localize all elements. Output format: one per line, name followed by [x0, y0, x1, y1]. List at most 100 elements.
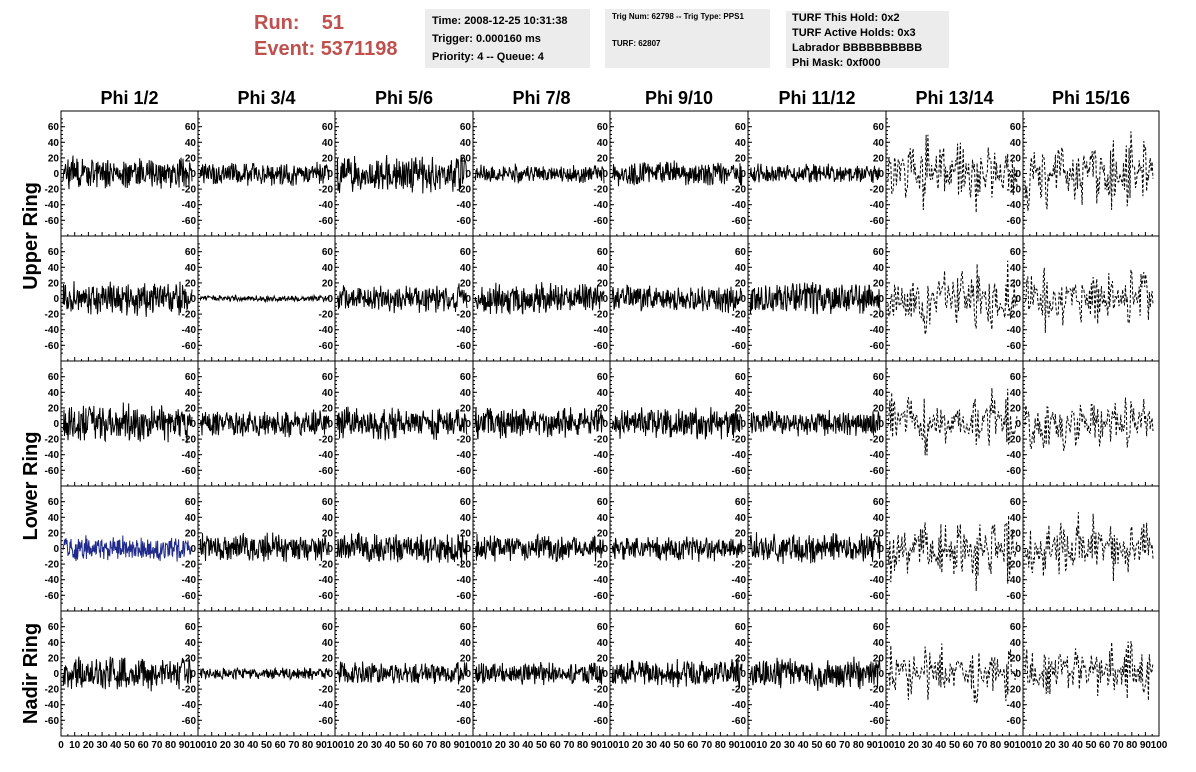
event-label: Event: — [254, 38, 316, 60]
y-tick-label: -40 — [182, 325, 197, 336]
y-tick-label: 0 — [878, 544, 884, 555]
x-tick-label: 0 — [58, 740, 64, 751]
y-tick-label: -60 — [732, 341, 747, 352]
y-tick-label: -40 — [45, 700, 60, 711]
y-tick-label: 60 — [185, 247, 197, 258]
y-tick-label: 20 — [322, 278, 334, 289]
y-tick-label: 60 — [873, 247, 885, 258]
x-tick-label: 90 — [591, 740, 603, 751]
y-tick-label: -20 — [457, 685, 472, 696]
waveform-trace — [62, 281, 193, 317]
y-tick-label: 40 — [460, 263, 472, 274]
y-tick-label: 0 — [740, 669, 746, 680]
y-tick-label: -40 — [870, 450, 885, 461]
x-tick-label: 50 — [949, 740, 961, 751]
y-tick-label: 40 — [735, 263, 747, 274]
y-tick-label: 40 — [185, 263, 197, 274]
y-tick-label: -60 — [594, 466, 609, 477]
column-header-6: Phi 11/12 — [778, 88, 855, 108]
y-tick-label: 40 — [322, 513, 334, 524]
y-tick-label: 0 — [602, 419, 608, 430]
y-tick-label: 40 — [597, 388, 609, 399]
waveform-trace — [474, 163, 605, 184]
y-tick-label: 40 — [597, 638, 609, 649]
y-tick-label: 60 — [1010, 122, 1022, 133]
waveform-trace — [887, 515, 1018, 592]
y-tick-label: -20 — [594, 685, 609, 696]
y-tick-label: 40 — [735, 388, 747, 399]
y-tick-label: -20 — [732, 560, 747, 571]
y-tick-label: -60 — [457, 591, 472, 602]
event-value: 5371198 — [320, 38, 398, 60]
y-tick-label: 60 — [597, 372, 609, 383]
x-tick-label: 100 — [465, 740, 482, 751]
waveform-trace — [62, 155, 193, 190]
x-tick-label: 20 — [1045, 740, 1057, 751]
y-tick-label: -20 — [319, 685, 334, 696]
y-tick-label: -20 — [182, 560, 197, 571]
y-tick-label: 40 — [322, 263, 334, 274]
y-tick-label: 0 — [1015, 419, 1021, 430]
y-tick-label: -40 — [457, 200, 472, 211]
x-tick-label: 40 — [798, 740, 810, 751]
y-tick-label: 40 — [735, 513, 747, 524]
y-tick-label: -40 — [319, 450, 334, 461]
y-tick-label: -20 — [182, 185, 197, 196]
x-tick-label: 10 — [894, 740, 906, 751]
y-tick-label: -60 — [182, 466, 197, 477]
y-tick-label: 60 — [735, 247, 747, 258]
x-tick-label: 70 — [976, 740, 988, 751]
y-tick-label: 0 — [740, 544, 746, 555]
y-tick-label: -20 — [45, 435, 60, 446]
y-tick-label: 20 — [460, 653, 472, 664]
y-tick-label: 60 — [597, 122, 609, 133]
y-tick-label: -20 — [1007, 310, 1022, 321]
y-tick-label: 60 — [185, 122, 197, 133]
x-tick-label: 70 — [563, 740, 575, 751]
waveform-trace — [474, 282, 605, 315]
x-tick-label: 20 — [357, 740, 369, 751]
y-tick-label: 20 — [460, 153, 472, 164]
y-tick-label: 60 — [460, 622, 472, 633]
y-tick-label: 0 — [465, 669, 471, 680]
y-tick-label: 20 — [735, 153, 747, 164]
x-tick-label: 50 — [261, 740, 273, 751]
labrador-text: Labrador BBBBBBBBBB — [792, 42, 923, 54]
x-tick-label: 100 — [1015, 740, 1032, 751]
x-tick-label: 80 — [302, 740, 314, 751]
y-tick-label: 20 — [597, 153, 609, 164]
y-tick-label: 60 — [185, 372, 197, 383]
y-tick-label: 0 — [327, 669, 333, 680]
y-tick-label: -20 — [732, 435, 747, 446]
waveform-trace — [474, 532, 605, 563]
y-tick-label: -40 — [1007, 450, 1022, 461]
trig-num-text: Trig Num: 62798 -- Trig Type: PPS1 — [612, 12, 744, 21]
x-tick-label: 50 — [398, 740, 410, 751]
y-tick-label: -60 — [1007, 341, 1022, 352]
y-tick-label: -20 — [594, 435, 609, 446]
y-tick-label: -60 — [594, 341, 609, 352]
waveform-trace — [62, 535, 193, 562]
waveform-trace — [887, 134, 1018, 213]
y-tick-label: -20 — [732, 310, 747, 321]
waveform-trace — [887, 388, 1018, 456]
y-tick-label: 60 — [597, 247, 609, 258]
y-tick-label: -20 — [319, 560, 334, 571]
y-tick-label: 20 — [322, 653, 334, 664]
y-tick-label: -40 — [45, 575, 60, 586]
y-tick-label: -20 — [870, 185, 885, 196]
waveform-trace — [199, 293, 330, 304]
x-tick-label: 20 — [83, 740, 95, 751]
waveform-trace — [1024, 131, 1154, 211]
waveform-trace — [336, 406, 468, 441]
y-tick-label: 20 — [735, 278, 747, 289]
y-tick-label: 20 — [185, 528, 197, 539]
y-tick-label: -60 — [45, 591, 60, 602]
y-tick-label: 40 — [873, 138, 885, 149]
y-tick-label: -40 — [732, 450, 747, 461]
y-tick-label: -20 — [45, 560, 60, 571]
y-tick-label: 20 — [873, 653, 885, 664]
y-tick-label: -40 — [457, 575, 472, 586]
y-tick-label: 20 — [1010, 278, 1022, 289]
y-tick-label: 0 — [327, 294, 333, 305]
